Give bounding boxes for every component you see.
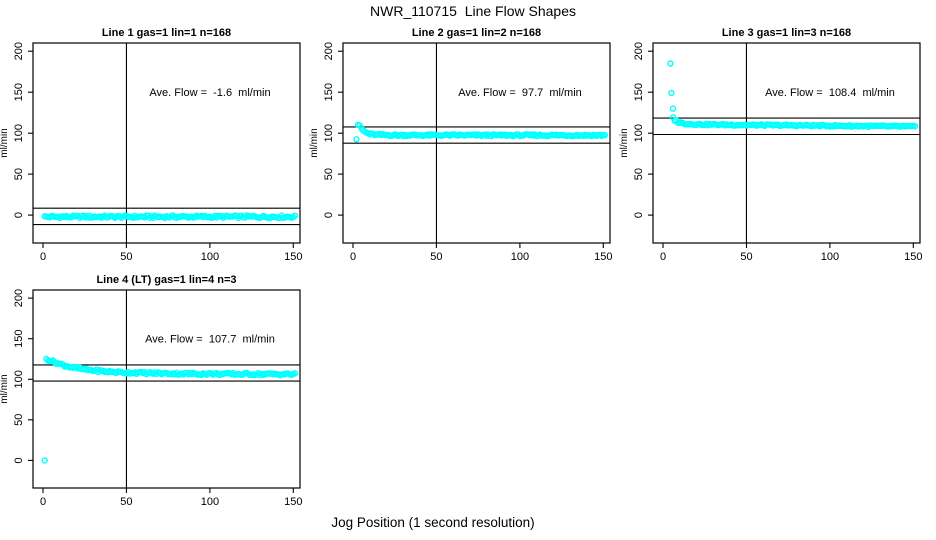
- y-axis-label: ml/min: [619, 128, 630, 157]
- y-axis-label: ml/min: [0, 128, 10, 157]
- data-point: [669, 105, 677, 112]
- y-tick-label: 0: [633, 212, 645, 218]
- data-point: [601, 131, 609, 139]
- x-tick-label: 0: [40, 251, 46, 263]
- y-tick-label: 0: [323, 212, 335, 218]
- x-tick-label: 100: [201, 251, 219, 263]
- panel-line-2: Line 2 gas=1 lin=2 n=168 Ave. Flow = 97.…: [309, 27, 612, 263]
- y-tick-label: 150: [13, 330, 25, 348]
- y-tick-label: 50: [13, 168, 25, 180]
- panel-title: Line 3 gas=1 lin=3 n=168: [722, 27, 851, 39]
- y-tick-label: 150: [13, 83, 25, 101]
- x-tick-label: 150: [284, 496, 302, 508]
- y-tick-label: 150: [323, 83, 335, 101]
- panel-line-1: Line 1 gas=1 lin=1 n=168 Ave. Flow = -1.…: [0, 27, 302, 263]
- ave-flow-annotation: Ave. Flow = 97.7 ml/min: [458, 87, 582, 99]
- y-axis-label: ml/min: [0, 374, 10, 403]
- y-tick-label: 0: [13, 457, 25, 463]
- data-point: [353, 136, 360, 143]
- y-tick-label: 100: [323, 124, 335, 142]
- x-tick-label: 150: [594, 251, 612, 263]
- x-tick-label: 100: [821, 251, 839, 263]
- y-tick-label: 100: [13, 124, 25, 142]
- panel-title: Line 2 gas=1 lin=2 n=168: [412, 27, 541, 39]
- plot-frame: [32, 289, 301, 489]
- y-tick-label: 0: [13, 212, 25, 218]
- y-tick-label: 200: [13, 289, 25, 307]
- x-tick-label: 0: [350, 251, 356, 263]
- y-tick-label: 150: [633, 83, 645, 101]
- y-tick-label: 200: [323, 42, 335, 60]
- y-tick-label: 50: [633, 168, 645, 180]
- y-axis-label: ml/min: [309, 128, 320, 157]
- x-tick-label: 100: [511, 251, 529, 263]
- ave-flow-annotation: Ave. Flow = -1.6 ml/min: [149, 87, 270, 99]
- x-tick-label: 100: [201, 496, 219, 508]
- panel-title: Line 1 gas=1 lin=1 n=168: [102, 27, 231, 39]
- y-tick-label: 200: [633, 42, 645, 60]
- data-point: [911, 122, 919, 130]
- y-tick-label: 200: [13, 42, 25, 60]
- plot-frame: [652, 42, 921, 244]
- ave-flow-annotation: Ave. Flow = 108.4 ml/min: [765, 87, 895, 99]
- panel-title: Line 4 (LT) gas=1 lin=4 n=3: [96, 274, 236, 286]
- x-tick-label: 50: [740, 251, 752, 263]
- plot-frame: [32, 42, 301, 244]
- x-tick-label: 150: [284, 251, 302, 263]
- x-tick-label: 0: [660, 251, 666, 263]
- y-tick-label: 100: [633, 124, 645, 142]
- data-point: [668, 89, 675, 97]
- y-tick-label: 100: [13, 370, 25, 388]
- data-point: [291, 370, 299, 377]
- x-tick-label: 0: [40, 496, 46, 508]
- x-tick-label: 150: [904, 251, 922, 263]
- panel-line-4: Line 4 (LT) gas=1 lin=4 n=3 Ave. Flow = …: [0, 274, 302, 508]
- data-point: [41, 457, 48, 464]
- y-tick-label: 50: [13, 414, 25, 426]
- data-point: [291, 212, 299, 219]
- y-tick-label: 50: [323, 168, 335, 180]
- x-tick-label: 50: [120, 251, 132, 263]
- x-axis-label: Jog Position (1 second resolution): [331, 515, 534, 530]
- panel-line-3: Line 3 gas=1 lin=3 n=168 Ave. Flow = 108…: [619, 27, 922, 263]
- main-title: NWR_110715 Line Flow Shapes: [370, 3, 576, 19]
- data-point: [667, 60, 674, 67]
- x-tick-label: 50: [430, 251, 442, 263]
- ave-flow-annotation: Ave. Flow = 107.7 ml/min: [145, 334, 275, 346]
- x-tick-label: 50: [120, 496, 132, 508]
